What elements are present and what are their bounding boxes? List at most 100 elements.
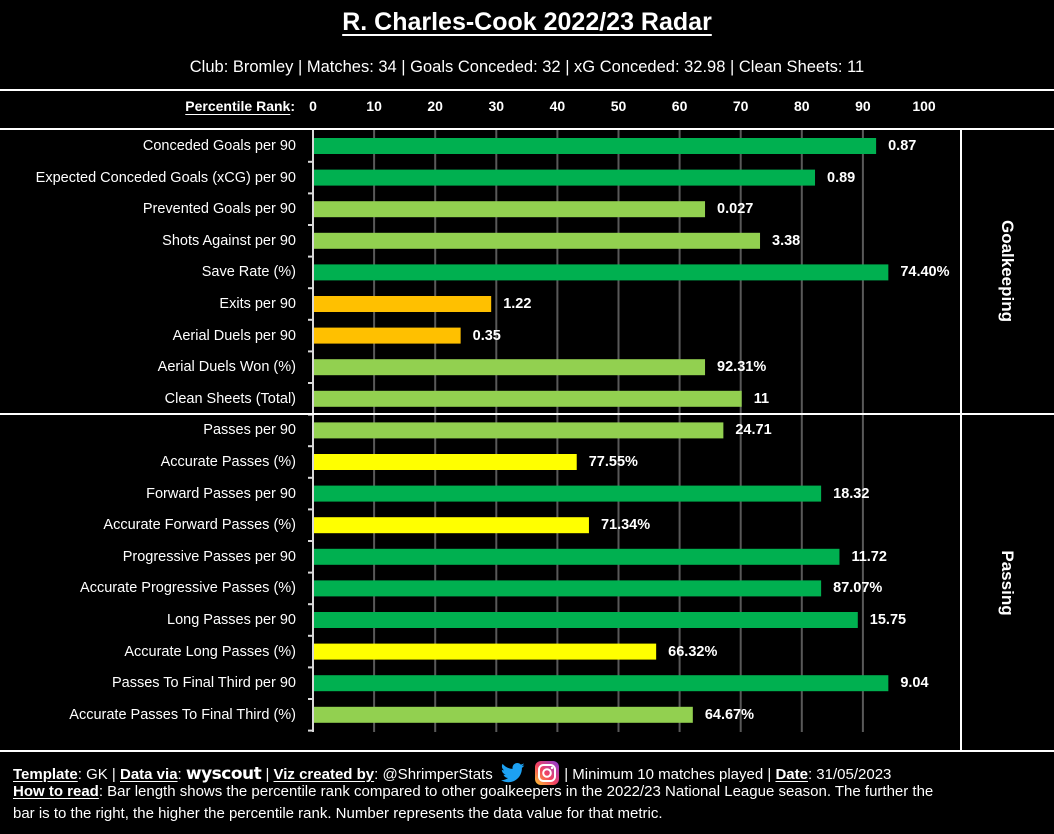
data-label: 77.55% — [588, 454, 638, 470]
category-label: Exits per 90 — [219, 296, 296, 312]
how-to-read-text-2: bar is to the right, the higher the perc… — [13, 805, 663, 822]
chart-subtitle: Club: Bromley | Matches: 34 | Goals Conc… — [189, 58, 865, 76]
bar — [314, 485, 822, 502]
data-label: 11 — [753, 390, 770, 407]
footer-line-1: Template: GK | Data via: wyscout | Viz c… — [13, 760, 891, 786]
x-tick-label: 50 — [610, 98, 627, 114]
data-label: 92.31% — [717, 359, 767, 376]
bar — [314, 359, 706, 376]
date-label: Date — [775, 766, 808, 783]
viz-created-label: Viz created by — [273, 766, 375, 783]
how-to-read-label: How to read — [13, 783, 99, 800]
template-label: Template — [13, 766, 78, 783]
category-label: Passes per 90 — [203, 422, 296, 439]
category-label: Shots Against per 90 — [162, 232, 296, 249]
data-via-separator: : — [177, 766, 186, 783]
bar — [314, 390, 742, 407]
data-label: 66.32% — [668, 643, 718, 660]
x-tick-label: 80 — [794, 98, 810, 114]
section-label-passing: Passing — [998, 550, 1017, 616]
data-label: 15.75 — [869, 612, 907, 628]
category-label: Aerial Duels Won (%) — [157, 359, 296, 376]
data-label: 71.34% — [600, 517, 651, 534]
x-tick-label: 100 — [912, 98, 936, 114]
category-label: Expected Conceded Goals (xCG) per 90 — [35, 169, 296, 186]
divider-axis — [0, 128, 1054, 130]
x-tick-label: 90 — [855, 98, 871, 114]
data-label: 0.35 — [472, 327, 501, 344]
section-label-goalkeeping: Goalkeeping — [998, 219, 1017, 323]
divider-top — [0, 89, 1054, 91]
chart-title: R. Charles-Cook 2022/23 Radar — [0, 8, 1054, 37]
bar — [314, 675, 889, 692]
bar — [314, 706, 693, 723]
data-label: 1.22 — [503, 296, 532, 312]
category-label: Passes To Final Third per 90 — [111, 675, 296, 692]
category-label: Progressive Passes per 90 — [122, 548, 296, 565]
bar — [314, 580, 822, 597]
category-label: Accurate Long Passes (%) — [124, 643, 296, 660]
bar — [314, 232, 761, 249]
data-label: 0.89 — [827, 169, 856, 186]
data-label: 9.04 — [900, 675, 929, 692]
category-label: Forward Passes per 90 — [146, 485, 296, 502]
category-label: Conceded Goals per 90 — [142, 138, 296, 154]
category-label: Long Passes per 90 — [167, 612, 296, 628]
data-via-label: Data via — [120, 766, 178, 783]
data-label: 11.72 — [851, 548, 887, 565]
data-label: 3.38 — [772, 232, 801, 249]
bar — [314, 612, 858, 628]
viz-separator: | — [261, 766, 274, 783]
viz-created-value: : @ShrimperStats — [374, 766, 493, 783]
data-label: 87.07% — [833, 580, 883, 597]
category-label: Save Rate (%) — [201, 264, 296, 281]
category-label: Accurate Passes (%) — [160, 454, 296, 470]
category-label: Accurate Progressive Passes (%) — [80, 580, 296, 597]
category-label: Aerial Duels per 90 — [172, 327, 296, 344]
data-label: 64.67% — [704, 706, 754, 723]
x-tick-label: 10 — [366, 98, 382, 114]
divider-section — [0, 413, 1054, 415]
minimum-matches-note: | Minimum 10 matches played | — [560, 766, 776, 783]
bar — [314, 169, 816, 186]
template-value: : GK | — [77, 766, 120, 783]
date-value: : 31/05/2023 — [807, 766, 892, 783]
title-text: R. Charles-Cook 2022/23 Radar — [342, 8, 712, 36]
category-label: Prevented Goals per 90 — [142, 201, 296, 218]
x-tick-label: 20 — [427, 98, 443, 114]
bar — [314, 264, 889, 281]
x-axis-label: Percentile Rank: — [185, 98, 295, 114]
wyscout-logo: wyscout — [185, 764, 262, 784]
bar — [314, 422, 724, 439]
x-tick-label: 60 — [671, 98, 688, 114]
divider-bottom — [0, 750, 1054, 752]
category-label: Clean Sheets (Total) — [164, 390, 296, 407]
data-label: 18.32 — [833, 485, 870, 502]
bar — [314, 548, 840, 565]
footer-line-3: bar is to the right, the higher the perc… — [13, 805, 663, 822]
category-label: Accurate Forward Passes (%) — [103, 517, 296, 534]
data-label: 0.027 — [717, 201, 754, 218]
bar — [314, 454, 577, 470]
bar — [314, 138, 877, 154]
twitter-bird-icon — [500, 763, 525, 783]
x-axis-label-text: Percentile Rank — [185, 98, 291, 114]
bar — [314, 296, 492, 312]
x-tick-label: 0 — [309, 98, 317, 114]
section-divider-vertical — [960, 128, 962, 751]
bar — [314, 327, 461, 344]
bar — [314, 643, 657, 660]
data-label: 0.87 — [888, 138, 917, 154]
x-tick-label: 40 — [549, 98, 566, 114]
data-label: 24.71 — [735, 422, 772, 439]
bar — [314, 517, 589, 534]
data-label: 74.40% — [900, 264, 950, 281]
bar — [314, 201, 706, 218]
footer-line-2: How to read: Bar length shows the percen… — [13, 783, 933, 800]
x-tick-label: 30 — [488, 98, 505, 114]
category-label: Accurate Passes To Final Third (%) — [69, 706, 296, 723]
x-tick-label: 70 — [732, 98, 749, 114]
instagram-icon — [535, 761, 560, 785]
how-to-read-text-1: : Bar length shows the percentile rank c… — [98, 783, 934, 800]
